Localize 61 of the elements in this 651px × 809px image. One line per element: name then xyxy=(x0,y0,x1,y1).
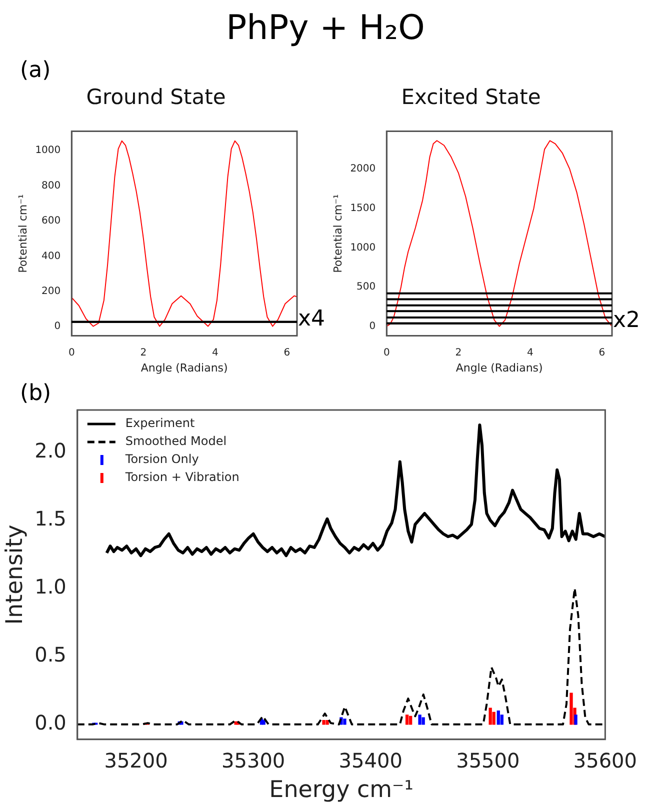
legend-label: Smoothed Model xyxy=(125,434,227,448)
bar xyxy=(570,692,573,725)
ref-line-label: x2 xyxy=(613,308,640,334)
bar xyxy=(492,712,496,725)
ref-line-label: x4 xyxy=(298,306,326,332)
bar xyxy=(262,720,266,725)
y-tick-label: 2000 xyxy=(350,164,376,175)
bar xyxy=(343,718,346,725)
text: (a) xyxy=(20,58,51,83)
bar xyxy=(326,720,329,725)
bar xyxy=(405,714,409,725)
y-tick-label: 0.0 xyxy=(34,710,66,735)
legend-label: Torsion Only xyxy=(124,452,199,466)
x-tick-label: 35500 xyxy=(456,748,520,773)
y-tick-label: 1000 xyxy=(35,145,61,156)
y-axis-title: Potential cm⁻¹ xyxy=(16,194,30,273)
x-tick-label: 6 xyxy=(284,347,290,358)
y-tick-label: 1000 xyxy=(350,242,376,254)
x-tick-label: 35400 xyxy=(338,748,402,773)
x-tick-label: 4 xyxy=(526,347,534,358)
x-tick-label: 6 xyxy=(598,347,606,358)
y-axis-title: Intensity xyxy=(2,524,28,625)
bar xyxy=(500,714,504,725)
x-tick-label: 2 xyxy=(455,347,462,358)
x-axis-title: Angle (Radians) xyxy=(140,361,228,374)
y-tick-label: 1.5 xyxy=(34,506,66,530)
x-tick-label: 35300 xyxy=(222,748,286,773)
y-tick-label: 0.5 xyxy=(34,642,66,667)
x-axis-title: Energy cm⁻¹ xyxy=(269,777,414,804)
chart-title: Ground State xyxy=(86,85,226,110)
y-tick-label: 0 xyxy=(54,321,61,332)
text: (b) xyxy=(20,381,52,406)
bar xyxy=(418,714,422,725)
x-tick-label: 0 xyxy=(68,347,75,358)
bar xyxy=(488,708,492,725)
y-axis-title: Potential cm⁻¹ xyxy=(331,194,344,273)
y-tick-label: 200 xyxy=(42,286,61,298)
legend-label: Torsion + Vibration xyxy=(124,470,240,484)
legend-label: Experiment xyxy=(125,416,196,430)
bar xyxy=(574,714,578,725)
y-tick-label: 800 xyxy=(42,180,61,192)
x-tick-label: 4 xyxy=(212,347,218,358)
text: PhPy + H₂O xyxy=(225,8,426,48)
bar xyxy=(496,710,500,725)
bar xyxy=(422,717,425,725)
x-tick-label: 35600 xyxy=(573,748,637,773)
line-series xyxy=(77,587,606,726)
y-tick-label: 1.0 xyxy=(34,574,66,599)
y-tick-label: 2.0 xyxy=(34,438,66,462)
chart-title: Excited State xyxy=(401,85,541,110)
y-tick-label: 500 xyxy=(356,282,376,293)
x-axis-title: Angle (Radians) xyxy=(456,361,543,374)
bar xyxy=(408,716,412,725)
y-tick-label: 1500 xyxy=(350,202,376,214)
y-tick-label: 400 xyxy=(42,250,61,262)
bar xyxy=(322,720,326,725)
x-tick-label: 0 xyxy=(383,347,390,358)
y-tick-label: 600 xyxy=(42,216,61,227)
y-tick-label: 0 xyxy=(369,320,376,332)
x-tick-label: 2 xyxy=(140,347,147,358)
x-tick-label: 35200 xyxy=(104,748,168,773)
